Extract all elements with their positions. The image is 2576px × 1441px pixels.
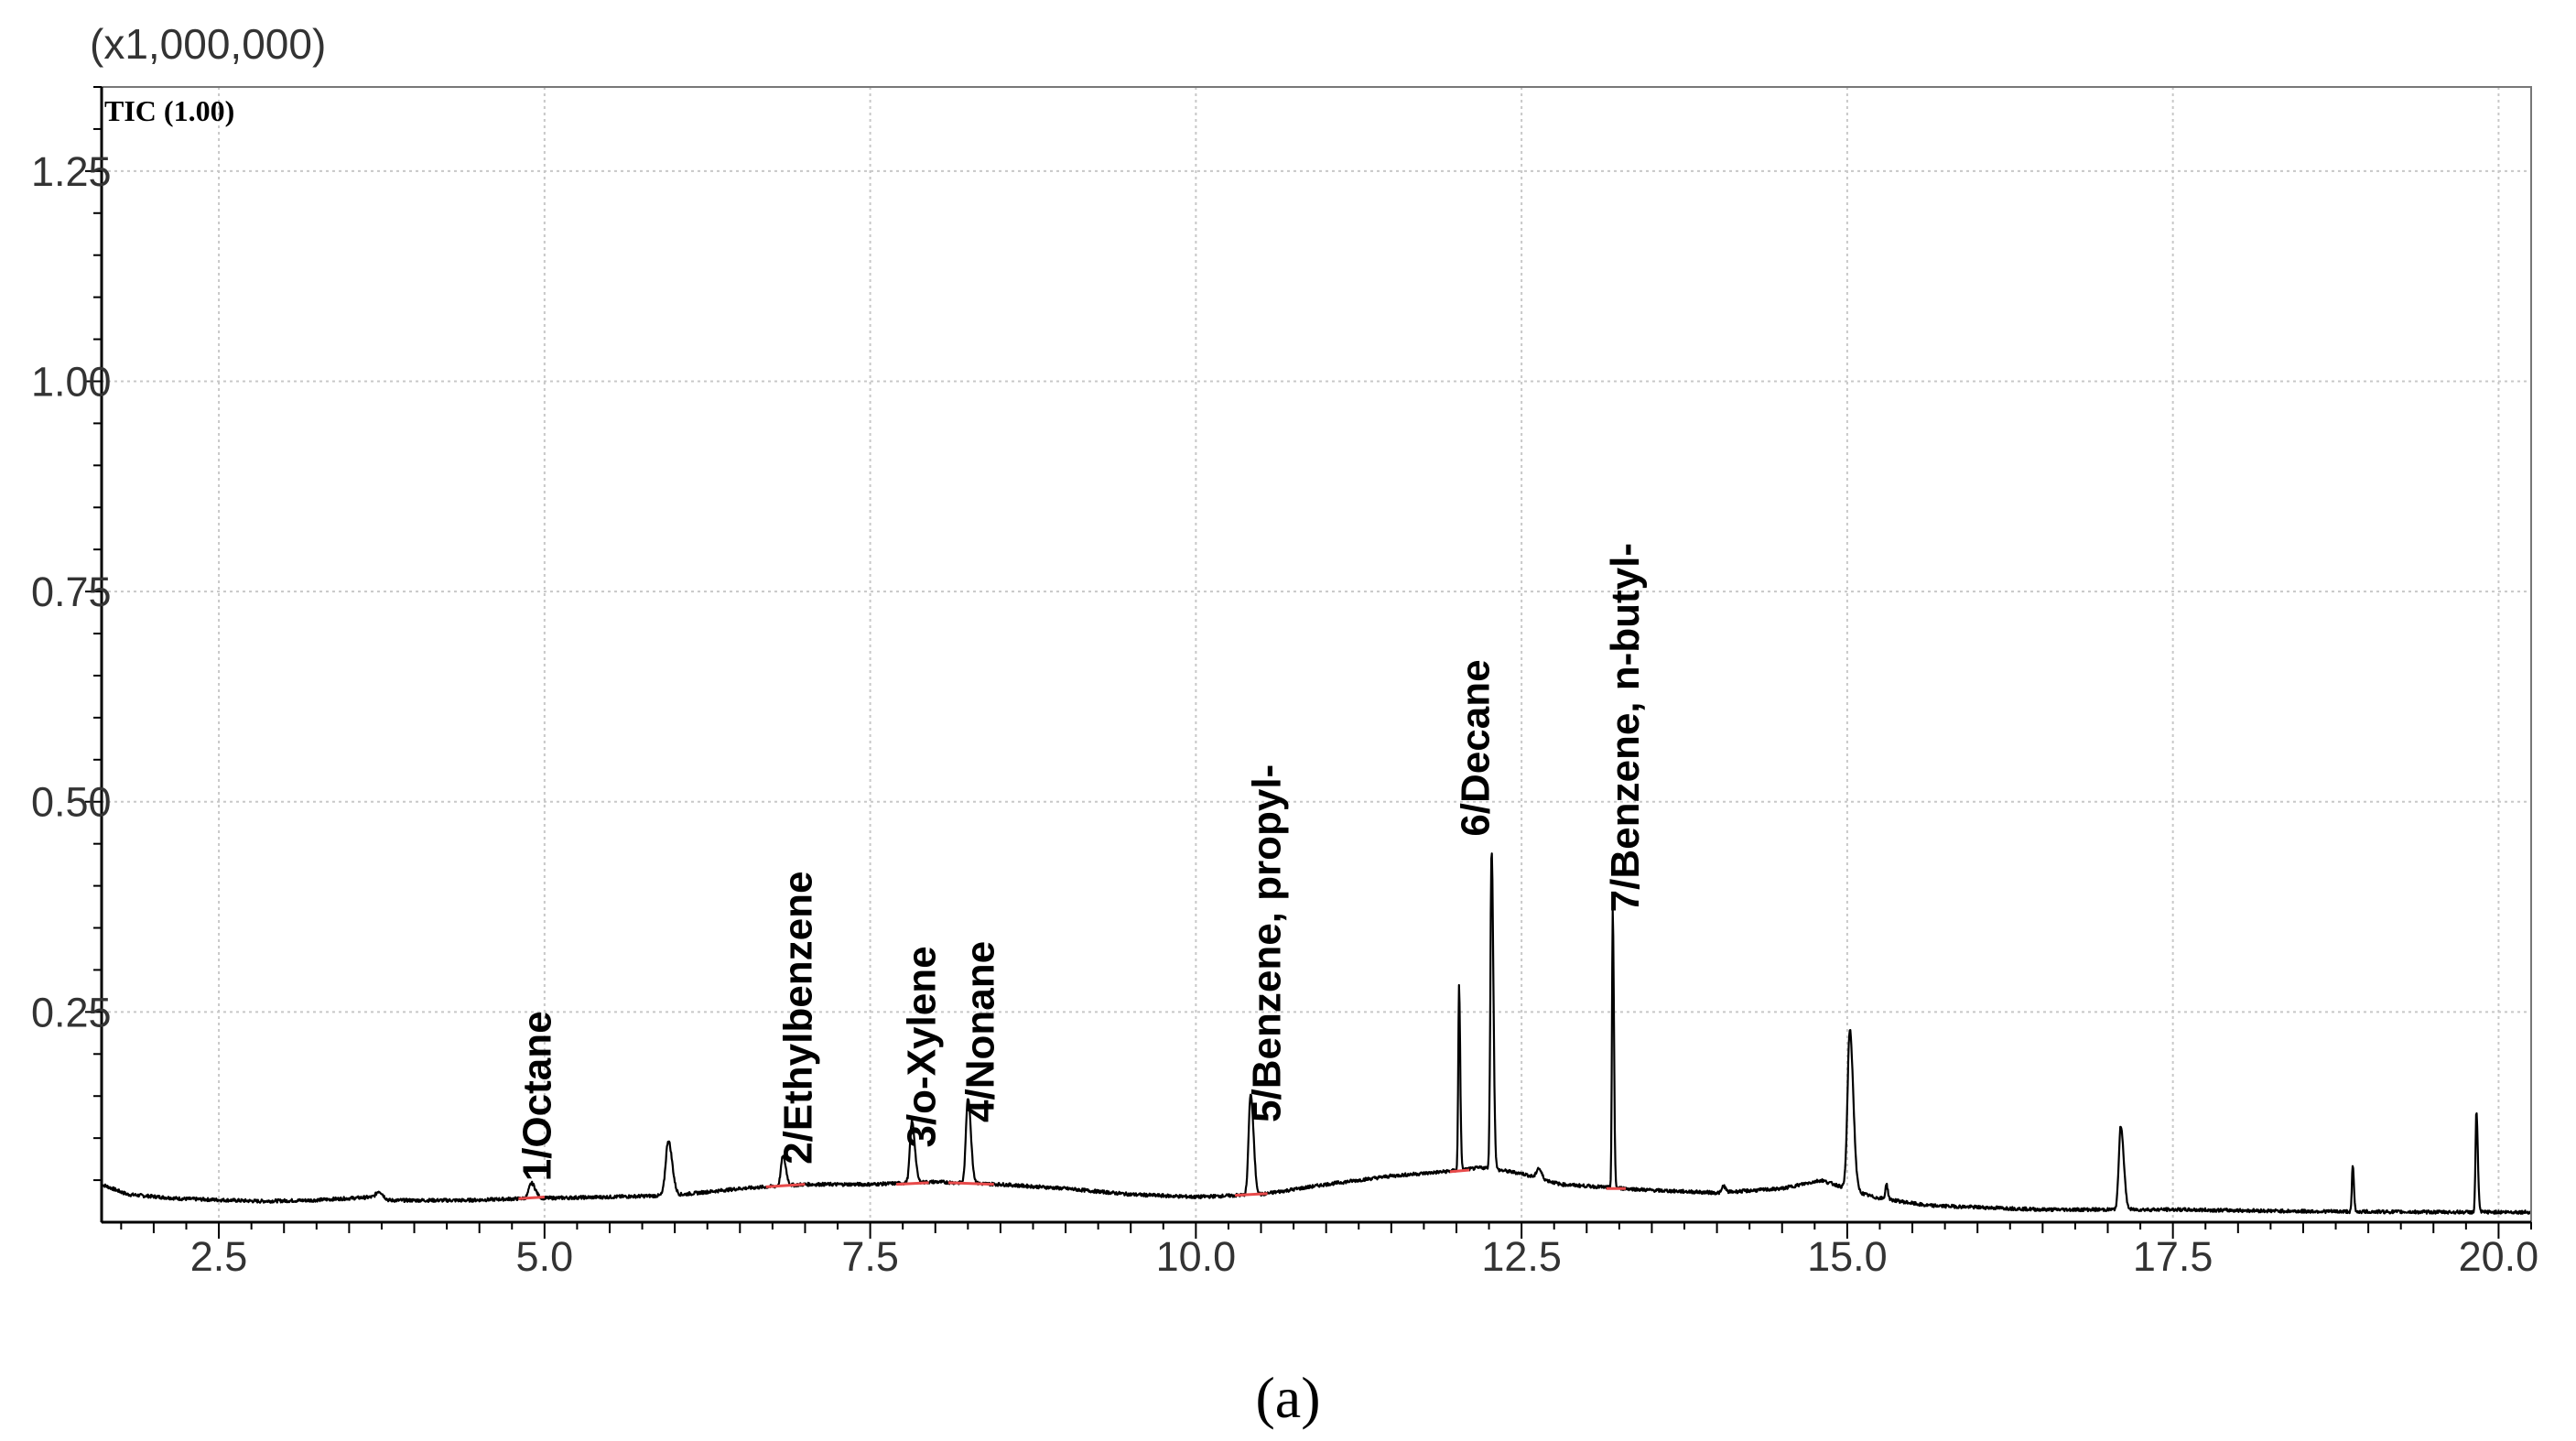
peak-annotation: 5/Benzene, propyl-	[1245, 764, 1290, 1122]
x-tick-label: 12.5	[1481, 1233, 1562, 1280]
figure-caption: (a)	[1255, 1365, 1320, 1430]
y-tick-label: 1.25	[31, 148, 112, 195]
y-tick-label: 0.50	[31, 779, 112, 826]
trace-layer	[101, 852, 2532, 1215]
y-tick-label: 0.75	[31, 569, 112, 615]
integration-mark	[1449, 1168, 1470, 1174]
x-tick-label: 2.5	[190, 1233, 248, 1280]
integration-mark	[947, 1181, 994, 1186]
plot-frame	[101, 86, 2532, 1223]
integration-mark	[1234, 1192, 1268, 1197]
integration-mark	[518, 1195, 545, 1200]
peak-annotation: 3/o-Xylene	[900, 946, 945, 1147]
x-tick-label: 5.0	[516, 1233, 574, 1280]
axes-layer	[85, 86, 2532, 1239]
integration-mark	[895, 1181, 929, 1186]
tic-trace-line	[101, 852, 2532, 1215]
y-tick-label: 1.00	[31, 358, 112, 405]
integration-marks-layer	[518, 1168, 1626, 1200]
x-tick-label: 7.5	[841, 1233, 899, 1280]
y-tick-label: 0.25	[31, 989, 112, 1035]
labels-layer: 2.5 5.0 7.5 10.0 12.5 15.0 17.5 20.0 0.25 0.50 0.7…	[31, 148, 2538, 1280]
peak-annotation: 2/Ethylbenzene	[775, 872, 820, 1165]
peak-annotation: 6/Decane	[1453, 659, 1498, 836]
y-scale-label: (x1,000,000)	[90, 20, 326, 68]
x-tick-label: 17.5	[2133, 1233, 2213, 1280]
peak-annotation: 4/Nonane	[958, 941, 1003, 1122]
peak-annotation: 7/Benzene, n-butyl-	[1603, 543, 1648, 912]
x-tick-label: 20.0	[2459, 1233, 2539, 1280]
x-tick-label: 10.0	[1156, 1233, 1237, 1280]
grid-layer	[102, 87, 2531, 1222]
trace-label: TIC (1.00)	[104, 94, 234, 127]
peak-annotation: 1/Octane	[515, 1011, 560, 1181]
x-tick-label: 15.0	[1807, 1233, 1888, 1280]
integration-mark	[765, 1183, 806, 1188]
